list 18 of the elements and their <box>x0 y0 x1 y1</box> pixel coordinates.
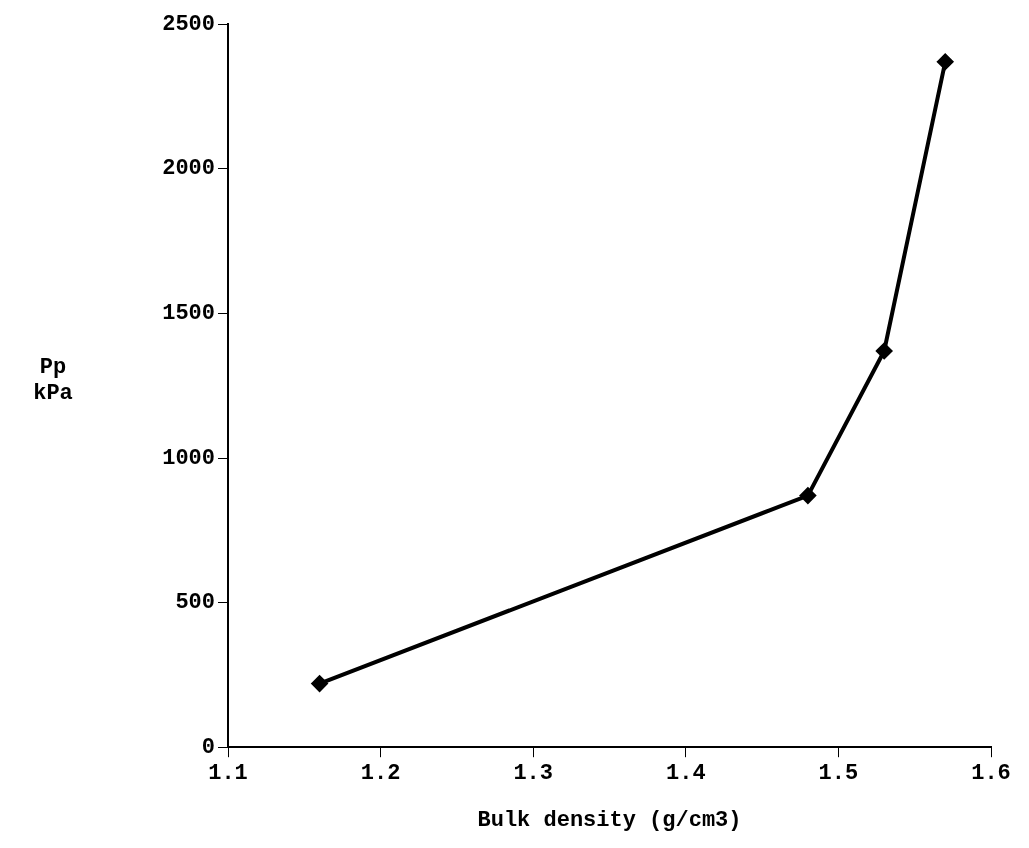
point <box>937 53 954 70</box>
point <box>799 487 816 504</box>
y-tick-label: 0 <box>201 734 215 760</box>
point <box>876 343 893 359</box>
y-tick-label: 2500 <box>162 11 215 37</box>
x-tick-label: 1.5 <box>818 760 859 786</box>
point <box>311 675 328 692</box>
y-tick-label: 2000 <box>162 156 215 182</box>
x-tick-label: 1.2 <box>360 760 401 786</box>
x-tick-label: 1.4 <box>666 760 706 786</box>
x-tick-label: 1.6 <box>971 760 1011 786</box>
y-tick-label: 1500 <box>162 300 215 326</box>
x-tick-label: 1.3 <box>513 760 553 786</box>
y-tick-label: 500 <box>175 590 215 616</box>
y-tick-label: 1000 <box>162 445 215 471</box>
y-axis-title: Pp kPa <box>33 354 73 406</box>
x-tick-label: 1.1 <box>208 760 248 786</box>
x-axis-title: Bulk density (g/cm3) <box>477 808 742 834</box>
